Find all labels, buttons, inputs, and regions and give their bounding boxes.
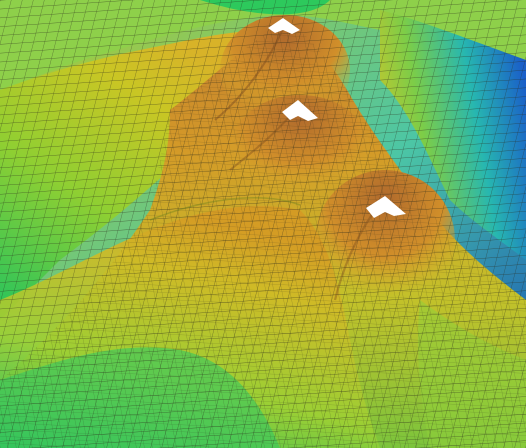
snowcap-peak-3: [366, 196, 406, 218]
snowcap-peak-1: [268, 18, 300, 34]
snowcap-peak-2: [282, 100, 318, 121]
